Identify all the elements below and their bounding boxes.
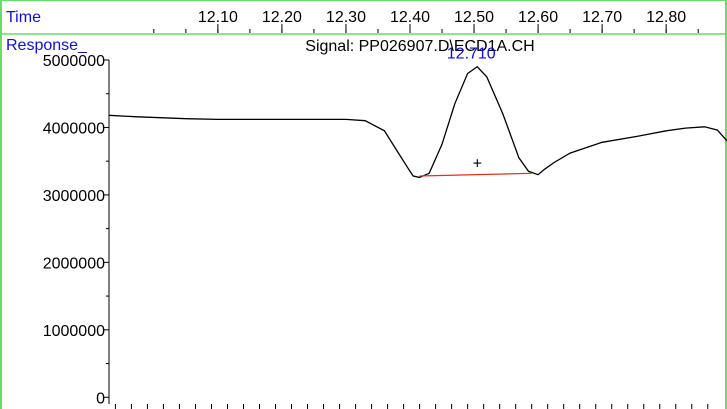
y-axis-tick-labels: 0 1000000 2000000 3000000 4000000 5000000 <box>43 53 105 407</box>
y-tick-label: 5000000 <box>43 53 105 70</box>
peak-baseline-line <box>419 172 532 177</box>
y-tick-label: 3000000 <box>43 188 105 205</box>
signal-series-line <box>108 65 727 179</box>
x-tick-label: 12.20 <box>262 9 302 26</box>
x-tick-label: 12.30 <box>326 9 366 26</box>
x-tick-label: 12.80 <box>646 9 686 26</box>
x-tick-label: 12.70 <box>582 9 622 26</box>
y-tick-label: 1000000 <box>43 323 105 340</box>
y-tick-label: 0 <box>96 390 105 407</box>
y-tick-label: 4000000 <box>43 120 105 137</box>
x-axis-ticks <box>153 24 699 33</box>
y-axis-ticks <box>104 59 109 398</box>
x-tick-label: 12.10 <box>198 9 238 26</box>
x-axis-tick-labels: 12.10 12.20 12.30 12.40 12.50 12.60 12.70 12.80 <box>198 9 686 26</box>
x-axis-label: Time <box>6 9 41 26</box>
peak-retention-label: 12.710 <box>447 46 496 63</box>
x-tick-label: 12.50 <box>454 9 494 26</box>
y-axis-label: Response_ <box>6 37 88 54</box>
bottom-minor-ticks <box>114 404 709 409</box>
x-tick-label: 12.40 <box>390 9 430 26</box>
y-tick-label: 2000000 <box>43 255 105 272</box>
chart-title: Signal: PP026907.D\ECD1A.CH <box>305 38 534 55</box>
x-tick-label: 12.60 <box>518 9 558 26</box>
peak-apex-marker: + <box>473 156 482 173</box>
